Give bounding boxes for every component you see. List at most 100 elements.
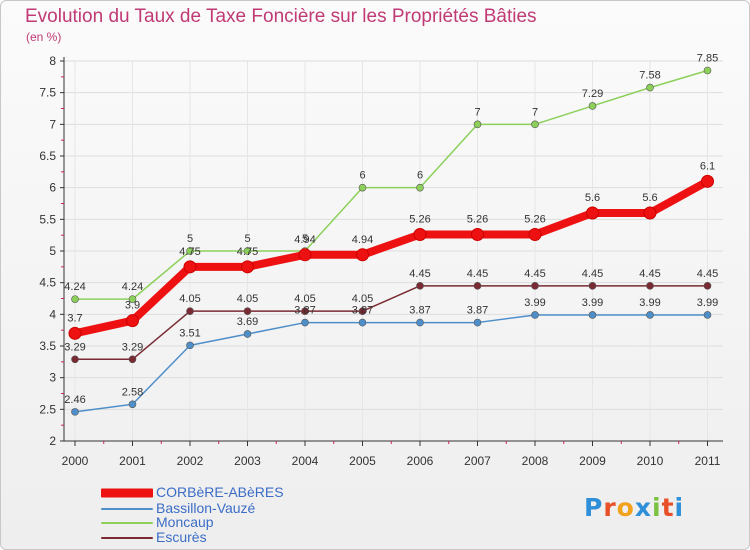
data-label-corbere-aberes-2002: 4.75: [179, 246, 200, 258]
series-line-bassillon-vauze: [74, 314, 709, 413]
point-corbere-aberes-2006: [413, 228, 427, 242]
point-escures-2004: [301, 307, 309, 315]
logo-letter-4: i: [652, 493, 662, 522]
x-tick-label-1: 2001: [119, 454, 146, 468]
data-label-corbere-aberes-2011: 6.1: [700, 160, 715, 172]
data-label-moncaup-2011: 7.85: [697, 53, 718, 65]
legend-swatch-bassillon-vauze: [101, 508, 153, 510]
point-escures-2005: [358, 307, 367, 315]
chart-unit-label: (en %): [26, 30, 62, 44]
series-line-escures: [74, 285, 709, 361]
point-corbere-aberes-2004: [298, 248, 312, 262]
data-label-bassillon-vauze-2004: 3.87: [294, 305, 315, 317]
point-escures-2003: [243, 307, 252, 315]
legend-label-escures: Escurès: [156, 529, 207, 545]
point-escures-2002: [186, 307, 194, 315]
y-tick-label-9: 6.5: [39, 149, 56, 163]
data-label-bassillon-vauze-2000: 2.46: [64, 394, 85, 406]
y-tick-label-3: 3.5: [39, 339, 56, 353]
data-label-moncaup-2000: 4.24: [64, 281, 85, 293]
point-bassillon-vauze-2005: [358, 318, 367, 327]
point-corbere-aberes-2010: [643, 206, 657, 220]
data-label-corbere-aberes-2003: 4.75: [237, 246, 258, 258]
data-label-bassillon-vauze-2011: 3.99: [697, 297, 718, 309]
proxiti-logo: Proxiti: [584, 493, 684, 522]
point-bassillon-vauze-2010: [646, 311, 654, 319]
point-escures-2001: [128, 355, 137, 364]
point-corbere-aberes-2005: [356, 248, 369, 262]
point-escures-2010: [646, 282, 654, 290]
data-label-moncaup-2009: 7.29: [582, 88, 603, 100]
point-bassillon-vauze-2003: [243, 330, 252, 338]
point-bassillon-vauze-2000: [71, 408, 79, 416]
data-label-corbere-aberes-2010: 5.6: [642, 192, 657, 204]
point-escures-2011: [703, 282, 712, 290]
x-tick-label-6: 2006: [407, 454, 434, 468]
legend-swatch-escures: [101, 537, 153, 539]
data-label-bassillon-vauze-2005: 3.87: [352, 305, 373, 317]
x-tick-label-7: 2007: [464, 454, 491, 468]
point-corbere-aberes-2009: [586, 206, 599, 220]
y-tick-label-11: 7.5: [39, 86, 56, 100]
point-moncaup-2000: [71, 295, 79, 303]
point-escures-2009: [588, 282, 597, 290]
legend-swatch-moncaup: [101, 522, 153, 524]
data-label-bassillon-vauze-2003: 3.69: [237, 316, 258, 328]
data-label-moncaup-2007: 7: [474, 106, 480, 118]
point-bassillon-vauze-2006: [416, 318, 424, 327]
y-tick-label-6: 5: [49, 244, 56, 258]
data-label-corbere-aberes-2005: 4.94: [352, 234, 373, 246]
data-label-corbere-aberes-2004: 4.94: [294, 234, 315, 246]
point-moncaup-2010: [646, 83, 654, 92]
data-label-bassillon-vauze-2006: 3.87: [409, 305, 430, 317]
data-label-escures-2001: 3.29: [122, 341, 143, 353]
x-tick-label-5: 2005: [349, 454, 376, 468]
data-label-bassillon-vauze-2009: 3.99: [582, 297, 603, 309]
data-label-escures-2005: 4.05: [352, 293, 373, 305]
data-label-escures-2007: 4.45: [467, 268, 488, 280]
series-line-moncaup: [74, 69, 709, 300]
point-escures-2000: [71, 355, 79, 364]
data-label-moncaup-2005: 6: [359, 170, 365, 182]
chart-title: Evolution du Taux de Taxe Foncière sur l…: [25, 6, 537, 27]
y-tick-label-1: 2.5: [39, 402, 56, 416]
y-tick-label-10: 7: [49, 117, 56, 131]
data-label-escures-2003: 4.05: [237, 293, 258, 305]
data-label-bassillon-vauze-2001: 2.58: [122, 386, 143, 398]
x-tick-label-8: 2008: [522, 454, 549, 468]
data-label-moncaup-2001: 4.24: [122, 281, 143, 293]
point-bassillon-vauze-2001: [128, 400, 137, 409]
y-tick-label-7: 5.5: [39, 212, 56, 226]
x-tick-label-9: 2009: [579, 454, 606, 468]
x-tick-label-10: 2010: [637, 454, 664, 468]
legend-label-moncaup: Moncaup: [156, 514, 214, 530]
data-label-moncaup-2003: 5: [244, 233, 250, 245]
data-label-moncaup-2006: 6: [417, 170, 423, 182]
data-label-escures-2010: 4.45: [639, 268, 660, 280]
data-label-corbere-aberes-2006: 5.26: [409, 214, 430, 226]
data-label-moncaup-2004: 5: [302, 233, 308, 245]
data-label-corbere-aberes-2009: 5.6: [585, 192, 600, 204]
point-corbere-aberes-2000: [68, 326, 82, 340]
point-moncaup-2007: [473, 120, 482, 129]
x-tick-label-4: 2004: [292, 454, 319, 468]
point-corbere-aberes-2008: [528, 228, 542, 242]
data-label-moncaup-2010: 7.58: [639, 70, 660, 82]
data-label-corbere-aberes-2007: 5.26: [467, 214, 488, 226]
point-moncaup-2008: [531, 120, 539, 129]
data-label-escures-2009: 4.45: [582, 268, 603, 280]
data-label-corbere-aberes-2001: 3.9: [125, 300, 140, 312]
y-tick-label-2: 3: [49, 371, 56, 385]
data-label-bassillon-vauze-2010: 3.99: [639, 297, 660, 309]
logo-letter-3: x: [634, 493, 652, 522]
x-tick-label-0: 2000: [62, 454, 89, 468]
data-label-bassillon-vauze-2002: 3.51: [179, 327, 200, 339]
data-label-escures-2006: 4.45: [409, 268, 430, 280]
x-tick-label-3: 2003: [234, 454, 261, 468]
x-tick-label-2: 2002: [177, 454, 204, 468]
point-escures-2008: [531, 282, 539, 290]
legend-swatch-corbere-aberes: [101, 488, 153, 498]
point-bassillon-vauze-2002: [186, 341, 194, 350]
